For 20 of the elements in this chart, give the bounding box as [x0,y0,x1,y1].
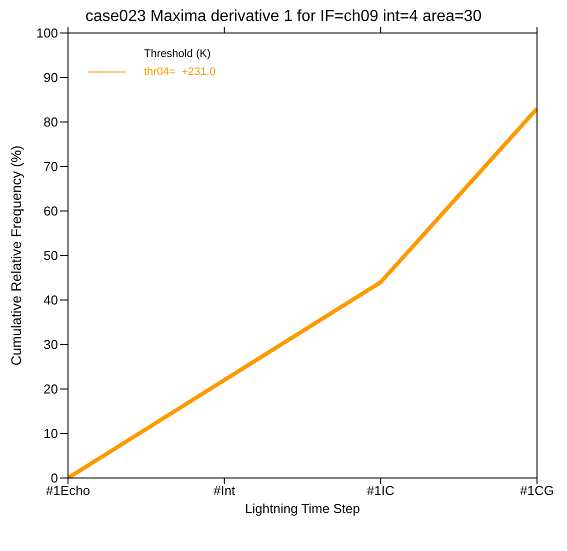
y-tick-label: 70 [44,159,58,174]
x-tick-label: #Int [213,483,236,498]
y-axis-title: Cumulative Relative Frequency (%) [8,145,24,366]
y-tick-label: 20 [44,382,58,397]
x-tick-label: #1CG [520,483,554,498]
y-tick-label: 0 [50,470,58,486]
chart-title: case023 Maxima derivative 1 for IF=ch09 int=4 area=30 [84,8,483,26]
y-tick-label: 100 [36,26,58,41]
legend-title: Threshold (K) [144,48,212,60]
y-tick-label: 60 [44,204,58,219]
y-tick-label: 40 [44,292,58,308]
y-tick-label: 90 [44,70,58,86]
legend-label: thr04= +231.0 [144,66,216,78]
y-tick-label: 50 [44,248,58,264]
y-tick-label: 10 [44,426,58,442]
y-tick-label: 30 [44,337,58,352]
x-tick-label: #1Echo [46,483,90,498]
y-tick-label: 80 [44,114,58,130]
x-axis-title: Lightning Time Step [245,501,360,516]
x-tick-label: #1IC [366,483,394,498]
